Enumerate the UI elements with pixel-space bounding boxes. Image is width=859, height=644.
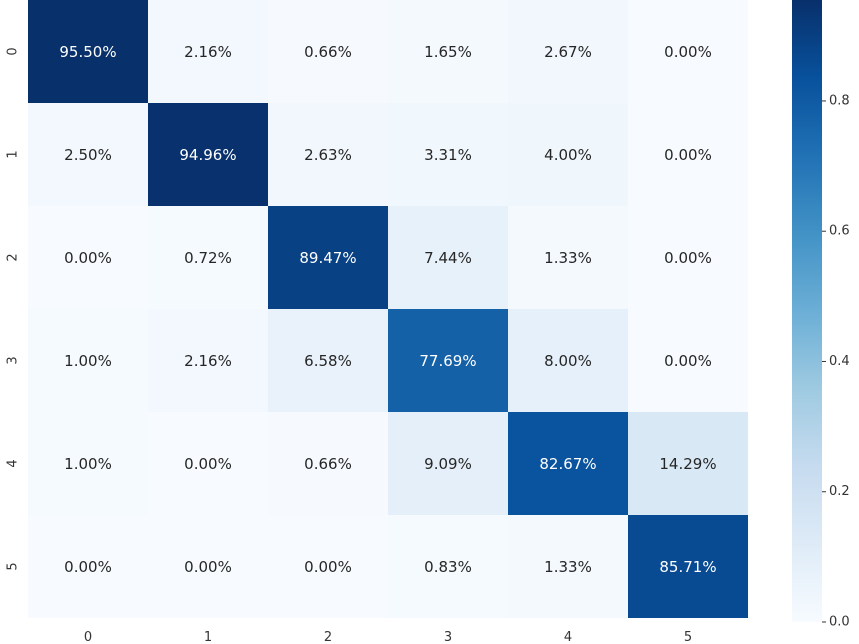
- cell-annotation-0-5: 0.00%: [664, 43, 712, 61]
- heatmap-cell-3-0: [28, 309, 148, 412]
- x-tick-label-2: 2: [324, 630, 332, 644]
- cell-annotation-0-3: 1.65%: [424, 43, 472, 61]
- heatmap-cell-0-2: [268, 0, 388, 103]
- cell-annotation-1-1: 94.96%: [179, 146, 236, 164]
- x-tick-label-0: 0: [84, 630, 92, 644]
- y-tick-label-0: 0: [6, 47, 21, 55]
- colorbar-tick-label-0.6: 0.6: [829, 224, 850, 239]
- heatmap-cell-2-2: [268, 206, 388, 309]
- heatmap-cell-5-0: [28, 515, 148, 618]
- cell-annotation-3-3: 77.69%: [419, 352, 476, 370]
- x-tick-label-5: 5: [684, 630, 692, 644]
- heatmap-cell-1-3: [388, 103, 508, 206]
- cell-annotation-1-4: 4.00%: [544, 146, 592, 164]
- cell-annotation-3-2: 6.58%: [304, 352, 352, 370]
- y-tick-label-4: 4: [6, 459, 21, 467]
- cell-annotation-3-1: 2.16%: [184, 352, 232, 370]
- colorbar-tick-label-0.4: 0.4: [829, 354, 850, 369]
- heatmap-cell-1-4: [508, 103, 628, 206]
- heatmap-cell-2-3: [388, 206, 508, 309]
- heatmap-cell-0-1: [148, 0, 268, 103]
- heatmap-cell-1-2: [268, 103, 388, 206]
- heatmap-cell-5-1: [148, 515, 268, 618]
- cell-annotation-2-4: 1.33%: [544, 249, 592, 267]
- heatmap-cell-5-3: [388, 515, 508, 618]
- heatmap-cell-2-4: [508, 206, 628, 309]
- x-tick-label-3: 3: [444, 630, 452, 644]
- cell-annotation-3-0: 1.00%: [64, 352, 112, 370]
- colorbar-gradient: [792, 0, 822, 622]
- heatmap-cell-2-0: [28, 206, 148, 309]
- y-tick-label-3: 3: [6, 356, 21, 364]
- heatmap-cell-2-5: [628, 206, 748, 309]
- cell-annotation-1-0: 2.50%: [64, 146, 112, 164]
- y-axis-ticks: 0 1 2 3 4 5: [6, 47, 21, 570]
- heatmap-cell-5-5: [628, 515, 748, 618]
- heatmap-cell-4-0: [28, 412, 148, 515]
- heatmap-cell-3-3: [388, 309, 508, 412]
- cell-annotation-0-2: 0.66%: [304, 43, 352, 61]
- colorbar-tick-label-0.0: 0.0: [829, 615, 850, 630]
- cell-annotation-0-4: 2.67%: [544, 43, 592, 61]
- heatmap-cell-4-3: [388, 412, 508, 515]
- cell-annotation-5-1: 0.00%: [184, 558, 232, 576]
- cell-annotation-5-0: 0.00%: [64, 558, 112, 576]
- cell-annotation-1-2: 2.63%: [304, 146, 352, 164]
- heatmap-cell-4-5: [628, 412, 748, 515]
- heatmap-cell-5-2: [268, 515, 388, 618]
- heatmap-cell-3-1: [148, 309, 268, 412]
- cell-annotation-2-5: 0.00%: [664, 249, 712, 267]
- heatmap-cell-5-4: [508, 515, 628, 618]
- y-tick-label-1: 1: [6, 150, 21, 158]
- colorbar-tick-label-0.2: 0.2: [829, 484, 850, 499]
- heatmap-cell-4-2: [268, 412, 388, 515]
- heatmap-cell-0-4: [508, 0, 628, 103]
- x-axis-ticks: 0 1 2 3 4 5: [84, 630, 692, 644]
- cell-annotation-0-0: 95.50%: [59, 43, 116, 61]
- cell-annotation-2-1: 0.72%: [184, 249, 232, 267]
- heatmap-cell-2-1: [148, 206, 268, 309]
- colorbar-tick-label-0.8: 0.8: [829, 93, 850, 108]
- cell-annotation-5-3: 0.83%: [424, 558, 472, 576]
- y-tick-label-5: 5: [6, 562, 21, 570]
- heatmap-cell-0-0: [28, 0, 148, 103]
- cell-annotation-3-5: 0.00%: [664, 352, 712, 370]
- heatmap-cell-0-3: [388, 0, 508, 103]
- cell-annotation-2-2: 89.47%: [299, 249, 356, 267]
- cell-annotation-4-0: 1.00%: [64, 455, 112, 473]
- cell-annotation-5-5: 85.71%: [659, 558, 716, 576]
- heatmap-cell-4-4: [508, 412, 628, 515]
- cell-annotation-4-3: 9.09%: [424, 455, 472, 473]
- heatmap-cell-0-5: [628, 0, 748, 103]
- cell-annotation-4-4: 82.67%: [539, 455, 596, 473]
- heatmap-cell-3-5: [628, 309, 748, 412]
- cell-annotation-1-5: 0.00%: [664, 146, 712, 164]
- x-tick-label-1: 1: [204, 630, 212, 644]
- cell-annotation-5-2: 0.00%: [304, 558, 352, 576]
- heatmap-cell-3-4: [508, 309, 628, 412]
- heatmap-cell-3-2: [268, 309, 388, 412]
- x-tick-label-4: 4: [564, 630, 572, 644]
- cell-annotation-4-1: 0.00%: [184, 455, 232, 473]
- heatmap-cell-1-0: [28, 103, 148, 206]
- cell-annotation-4-2: 0.66%: [304, 455, 352, 473]
- cell-annotation-2-0: 0.00%: [64, 249, 112, 267]
- heatmap-cell-1-5: [628, 103, 748, 206]
- cell-annotation-0-1: 2.16%: [184, 43, 232, 61]
- heatmap-cell-1-1: [148, 103, 268, 206]
- cell-annotation-3-4: 8.00%: [544, 352, 592, 370]
- cell-annotation-2-3: 7.44%: [424, 249, 472, 267]
- heatmap-annotations: 95.50% 2.16% 0.66% 1.65% 2.67% 0.00% 2.50% 94.9…: [59, 43, 716, 576]
- cell-annotation-4-5: 14.29%: [659, 455, 716, 473]
- heatmap-cell-4-1: [148, 412, 268, 515]
- y-tick-label-2: 2: [6, 253, 21, 261]
- colorbar: 0.0 0.2 0.4 0.6 0.8: [792, 0, 850, 630]
- cell-annotation-5-4: 1.33%: [544, 558, 592, 576]
- cell-annotation-1-3: 3.31%: [424, 146, 472, 164]
- heatmap-grid: [28, 0, 748, 618]
